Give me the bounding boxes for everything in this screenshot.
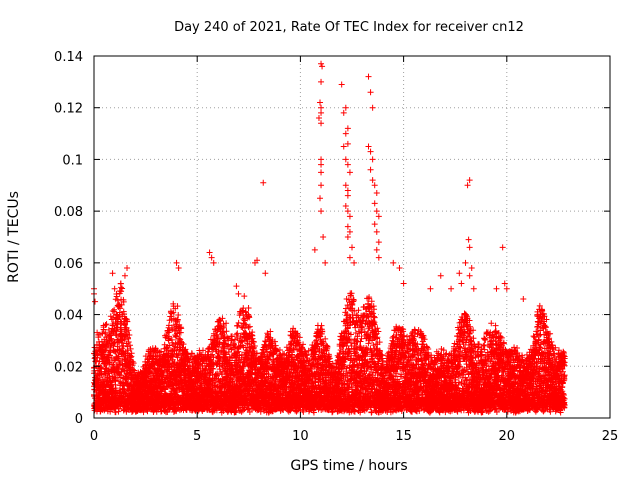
grid-lines	[94, 56, 610, 418]
data-point	[126, 331, 133, 338]
data-point	[131, 367, 138, 374]
data-point	[110, 314, 117, 321]
data-point	[109, 308, 116, 315]
data-point	[117, 305, 124, 312]
data-point	[127, 345, 134, 352]
data-point	[112, 327, 119, 334]
data-point	[129, 358, 136, 365]
data-points	[91, 60, 568, 416]
data-point	[119, 285, 126, 292]
data-point	[110, 329, 117, 336]
data-point	[114, 297, 121, 304]
data-point	[103, 321, 110, 328]
data-point	[120, 298, 127, 305]
data-point	[121, 311, 128, 318]
data-point	[103, 334, 110, 341]
data-point	[111, 306, 118, 313]
data-point	[97, 364, 104, 371]
data-point	[124, 318, 131, 325]
data-point	[130, 360, 137, 367]
data-point	[106, 358, 113, 365]
data-point	[117, 318, 124, 325]
data-point	[114, 364, 121, 371]
data-point	[115, 301, 122, 308]
data-point	[125, 338, 132, 345]
data-point	[115, 408, 122, 415]
data-point	[125, 327, 132, 334]
data-point	[125, 334, 132, 341]
data-point	[112, 377, 119, 384]
data-point	[109, 322, 116, 329]
data-point	[102, 322, 109, 329]
data-point	[126, 342, 133, 349]
data-point	[128, 350, 135, 357]
